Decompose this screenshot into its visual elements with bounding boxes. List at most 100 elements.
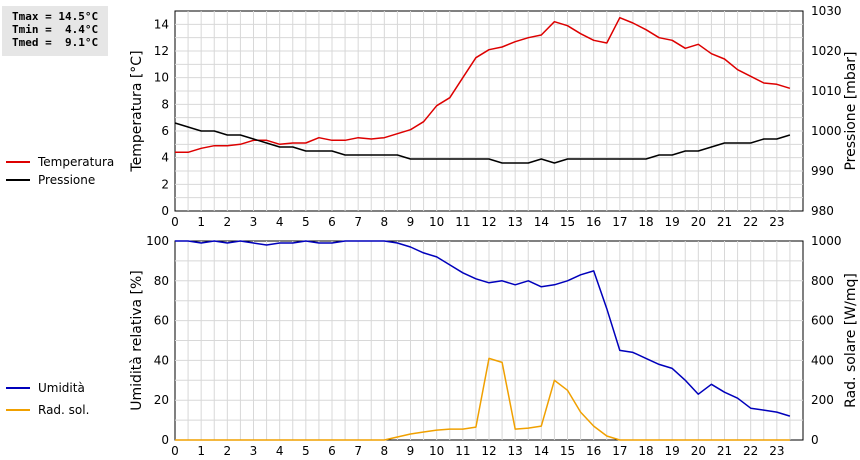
y-right-tick-label: 800 — [811, 274, 834, 288]
stats-box: Tmax = 14.5°C Tmin = 4.4°C Tmed = 9.1°C — [2, 6, 108, 56]
legend-label-rad-sol: Rad. sol. — [38, 403, 89, 417]
x-tick-label: 22 — [743, 215, 758, 229]
series-line-rad-sol — [175, 357, 790, 441]
tmin-text: Tmin = 4.4°C — [12, 23, 99, 36]
x-tick-label: 14 — [534, 444, 549, 458]
legend-label-umidita: Umidità — [38, 381, 85, 395]
y-left-tick-label: 20 — [154, 393, 169, 407]
x-tick-label: 9 — [407, 444, 415, 458]
x-tick-label: 1 — [197, 215, 205, 229]
y-right-tick-label: 1030 — [811, 4, 842, 18]
x-tick-label: 21 — [717, 444, 732, 458]
right-axis-label: Pressione [mbar] — [843, 51, 859, 170]
y-left-tick-label: 4 — [161, 151, 169, 165]
x-tick-label: 6 — [328, 215, 336, 229]
x-tick-label: 15 — [560, 215, 575, 229]
y-left-tick-label: 14 — [154, 17, 169, 31]
x-tick-label: 2 — [224, 215, 232, 229]
x-tick-label: 0 — [171, 215, 179, 229]
left-axis-label: Temperatura [°C] — [129, 50, 145, 172]
x-tick-label: 12 — [481, 215, 496, 229]
x-tick-labels: 0 1 2 3 4 5 6 7 8 9 10 11 12 13 14 15 16 17 18 19 20 21 22 23 — [171, 215, 784, 229]
x-tick-label: 13 — [508, 444, 523, 458]
y-left-tick-label: 80 — [154, 274, 169, 288]
y-right-tick-label: 980 — [811, 204, 834, 218]
x-tick-label: 23 — [769, 444, 784, 458]
y-right-tick-label: 1010 — [811, 84, 842, 98]
y-right-tick-label: 400 — [811, 353, 834, 367]
x-tick-label: 1 — [197, 444, 205, 458]
x-tick-label: 10 — [429, 215, 444, 229]
x-tick-label: 16 — [586, 444, 601, 458]
series-line-temperatura — [175, 16, 791, 154]
x-tick-label: 12 — [481, 444, 496, 458]
series-line-pressione — [174, 122, 791, 164]
series-lines — [174, 16, 791, 164]
tmed-text: Tmed = 9.1°C — [12, 36, 99, 49]
legend: Umidità Rad. sol. — [6, 381, 89, 417]
right-tick-labels: 980 990 1000 1010 1020 1030 — [811, 4, 842, 218]
y-left-tick-label: 0 — [161, 433, 169, 447]
y-right-tick-label: 990 — [811, 164, 834, 178]
x-tick-label: 5 — [302, 444, 310, 458]
x-tick-label: 17 — [612, 444, 627, 458]
temperature-pressure-panel: 0 1 2 3 4 5 6 7 8 9 10 11 12 13 14 15 16 17 18 19 20 21 22 23 0… — [6, 4, 859, 229]
x-tick-label: 9 — [407, 215, 415, 229]
x-tick-label: 6 — [328, 444, 336, 458]
y-left-tick-label: 0 — [161, 204, 169, 218]
x-tick-label: 5 — [302, 215, 310, 229]
x-tick-label: 13 — [508, 215, 523, 229]
x-tick-label: 19 — [665, 444, 680, 458]
y-right-tick-label: 0 — [811, 433, 819, 447]
y-left-tick-label: 2 — [161, 177, 169, 191]
y-left-tick-label: 100 — [146, 234, 169, 248]
x-tick-label: 8 — [381, 215, 389, 229]
x-tick-label: 22 — [743, 444, 758, 458]
left-tick-labels: 0 20 40 60 80 100 — [146, 234, 169, 447]
x-tick-labels: 0 1 2 3 4 5 6 7 8 9 10 11 12 13 14 15 16 17 18 19 20 21 22 23 — [171, 444, 784, 458]
legend: Temperatura Pressione — [6, 155, 114, 187]
y-right-tick-label: 1000 — [811, 124, 842, 138]
series-line-umidita — [175, 240, 791, 417]
legend-label-temperatura: Temperatura — [37, 155, 114, 169]
left-axis-label: Umidità relativa [%] — [129, 270, 145, 411]
x-tick-label: 16 — [586, 215, 601, 229]
y-left-tick-label: 8 — [161, 97, 169, 111]
x-tick-label: 3 — [250, 444, 258, 458]
x-tick-label: 15 — [560, 444, 575, 458]
x-tick-label: 8 — [381, 444, 389, 458]
x-tick-label: 10 — [429, 444, 444, 458]
y-left-tick-label: 10 — [154, 71, 169, 85]
gridlines — [175, 241, 803, 440]
y-right-tick-label: 1020 — [811, 44, 842, 58]
x-tick-label: 2 — [224, 444, 232, 458]
x-tick-label: 4 — [276, 215, 284, 229]
series-lines — [175, 240, 791, 441]
y-right-tick-label: 1000 — [811, 234, 842, 248]
right-tick-labels: 0 200 400 600 800 1000 — [811, 234, 842, 447]
left-tick-labels: 0 2 4 6 8 10 12 14 — [154, 17, 169, 218]
legend-label-pressione: Pressione — [38, 173, 95, 187]
y-left-tick-label: 40 — [154, 353, 169, 367]
x-tick-label: 18 — [638, 215, 653, 229]
x-tick-label: 20 — [691, 444, 706, 458]
x-tick-label: 19 — [665, 215, 680, 229]
x-tick-label: 21 — [717, 215, 732, 229]
x-tick-label: 7 — [354, 215, 362, 229]
y-right-tick-label: 600 — [811, 314, 834, 328]
x-tick-label: 3 — [250, 215, 258, 229]
right-axis-label: Rad. solare [W/mq] — [843, 273, 859, 408]
x-tick-label: 4 — [276, 444, 284, 458]
gridlines — [175, 11, 803, 211]
y-left-tick-label: 12 — [154, 44, 169, 58]
x-tick-label: 14 — [534, 215, 549, 229]
humidity-radiation-panel: 0 1 2 3 4 5 6 7 8 9 10 11 12 13 14 15 16 17 18 19 20 21 22 23 0… — [6, 234, 859, 458]
x-tick-label: 7 — [354, 444, 362, 458]
x-tick-label: 23 — [769, 215, 784, 229]
x-tick-label: 0 — [171, 444, 179, 458]
x-tick-label: 18 — [638, 444, 653, 458]
y-left-tick-label: 6 — [161, 124, 169, 138]
x-tick-label: 11 — [455, 444, 470, 458]
y-left-tick-label: 60 — [154, 314, 169, 328]
